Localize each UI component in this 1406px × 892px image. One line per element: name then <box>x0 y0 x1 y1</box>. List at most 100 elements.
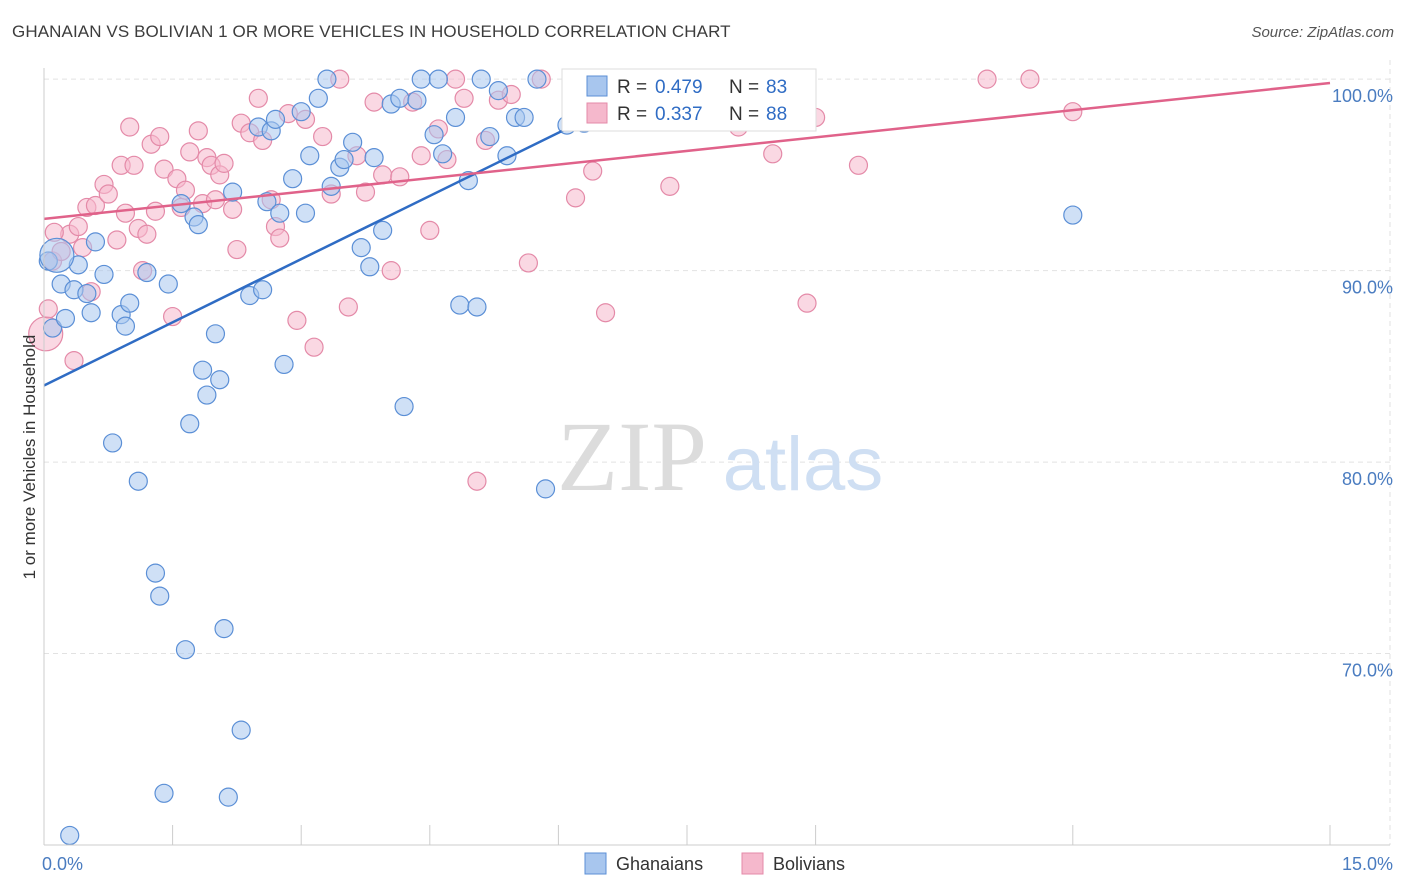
ghanaians-point-67 <box>467 297 487 317</box>
legend: Ghanaians Bolivians <box>584 852 845 875</box>
ghanaians-point-47 <box>317 69 337 89</box>
stats-n-value-ghanaians: 83 <box>766 77 787 98</box>
bolivians-point-51 <box>338 297 358 317</box>
bolivians-point-18 <box>137 224 157 244</box>
ghanaians-point-73 <box>514 107 534 128</box>
bolivians-point-72 <box>583 161 603 181</box>
bolivians-trend-line <box>43 81 1331 221</box>
bolivians-point-64 <box>454 88 474 108</box>
ghanaians-point-63 <box>433 144 453 164</box>
stats-swatch-bolivians <box>586 102 608 124</box>
ghanaians-point-70 <box>488 81 508 101</box>
stats-box: R = 0.479 N = 83 R = 0.337 N = 88 <box>561 68 817 132</box>
ghanaians-point-20 <box>158 274 178 294</box>
bolivians-point-63 <box>445 69 466 89</box>
stats-r-label-ghanaians: R = <box>617 77 647 98</box>
watermark-zip: ZIP <box>557 401 707 512</box>
ghanaians-point-11 <box>102 433 123 453</box>
ghanaians-point-64 <box>445 107 466 128</box>
ghanaians-point-61 <box>424 125 444 145</box>
ghanaians-point-53 <box>360 257 380 277</box>
ghanaians-point-8 <box>81 303 101 323</box>
ghanaians-point-27 <box>197 385 217 405</box>
bolivians-point-83 <box>1020 69 1040 89</box>
ghanaians-point-15 <box>128 471 148 491</box>
bolivians-point-21 <box>150 126 170 147</box>
stats-r-value-bolivians: 0.337 <box>655 104 703 125</box>
y-axis-label: 1 or more Vehicles in Household <box>20 335 39 580</box>
stats-n-label-ghanaians: N = <box>729 77 759 98</box>
ghanaians-point-10 <box>94 264 114 285</box>
watermark-atlas: atlas <box>723 422 884 507</box>
bolivians-point-65 <box>467 471 487 491</box>
ghanaians-point-37 <box>257 192 277 212</box>
bolivians-point-48 <box>313 126 333 147</box>
chart-title: GHANAIAN VS BOLIVIAN 1 OR MORE VEHICLES … <box>12 22 731 41</box>
bolivians-point-45 <box>287 310 307 330</box>
bolivians-point-34 <box>214 153 234 173</box>
ghanaians-point-46 <box>308 88 328 108</box>
bolivians-point-69 <box>518 253 538 273</box>
ghanaians-point-36 <box>253 280 273 300</box>
ghanaians-point-7 <box>77 283 97 304</box>
y-tick-label-0: 70.0% <box>1342 661 1393 681</box>
ghanaians-point-18 <box>150 586 170 606</box>
ghanaians-point-28 <box>205 324 226 344</box>
ghanaians-point-42 <box>283 169 303 189</box>
y-tick-label-2: 90.0% <box>1342 278 1393 298</box>
ghanaians-point-58 <box>394 396 414 417</box>
bolivians-point-20 <box>145 201 166 221</box>
ghanaians-point-54 <box>364 148 384 168</box>
y-tick-label-1: 80.0% <box>1342 469 1393 489</box>
stats-swatch-ghanaians <box>586 75 608 97</box>
ghanaians-point-40 <box>270 203 290 223</box>
bolivians-point-14 <box>115 203 136 223</box>
ghanaians-point-59 <box>407 90 427 110</box>
bolivians-point-71 <box>565 188 586 208</box>
legend-swatch-ghanaians <box>584 852 607 875</box>
ghanaians-point-29 <box>210 370 230 390</box>
ghanaians-point-19 <box>154 783 174 803</box>
ghanaians-point-33 <box>231 720 251 740</box>
bolivians-point-59 <box>411 146 431 166</box>
ghanaians-point-25 <box>188 215 208 235</box>
ghanaians-point-16 <box>137 262 157 283</box>
stats-n-label-bolivians: N = <box>729 104 759 125</box>
stats-r-label-bolivians: R = <box>617 104 647 125</box>
watermark: ZIP atlas <box>557 401 883 512</box>
ghanaians-point-13 <box>115 316 136 336</box>
ghanaians-point-41 <box>274 354 294 375</box>
ghanaians-point-48 <box>321 176 341 196</box>
bolivians-point-54 <box>364 92 384 112</box>
ghanaians-point-68 <box>471 69 491 89</box>
ghanaians-point-74 <box>527 69 547 89</box>
legend-label-bolivians: Bolivians <box>773 854 845 874</box>
bolivians-point-82 <box>977 69 997 89</box>
ghanaians-point-22 <box>175 640 196 660</box>
ghanaians-point-30 <box>214 619 234 639</box>
ghanaians-point-82 <box>39 237 75 273</box>
ghanaians-point-51 <box>343 132 363 152</box>
ghanaians-point-75 <box>535 479 556 499</box>
x-tick-label-0: 0.0% <box>42 854 83 874</box>
bolivians-point-73 <box>595 303 616 323</box>
ghanaians-point-65 <box>450 295 470 315</box>
ghanaians-point-4 <box>60 825 80 846</box>
ghanaians-point-52 <box>351 238 371 258</box>
ghanaians-point-60 <box>411 69 431 89</box>
bolivians-point-36 <box>227 239 247 260</box>
bolivians-point-79 <box>797 293 817 313</box>
ghanaians-point-39 <box>265 109 286 129</box>
bolivians-point-39 <box>248 88 268 108</box>
ghanaians-point-62 <box>428 69 448 89</box>
bolivians-point-15 <box>124 155 144 175</box>
bolivians-point-87 <box>120 117 140 137</box>
ghanaians-point-31 <box>218 787 238 807</box>
bolivians-point-60 <box>420 220 440 241</box>
bolivians-point-5 <box>68 216 88 237</box>
grid-layer <box>44 60 1391 845</box>
ghanaians-point-81 <box>1063 205 1083 225</box>
axis-layer: 70.0% 80.0% 90.0% 100.0% 0.0% 15.0% <box>42 68 1393 874</box>
ghanaians-point-55 <box>373 220 393 241</box>
